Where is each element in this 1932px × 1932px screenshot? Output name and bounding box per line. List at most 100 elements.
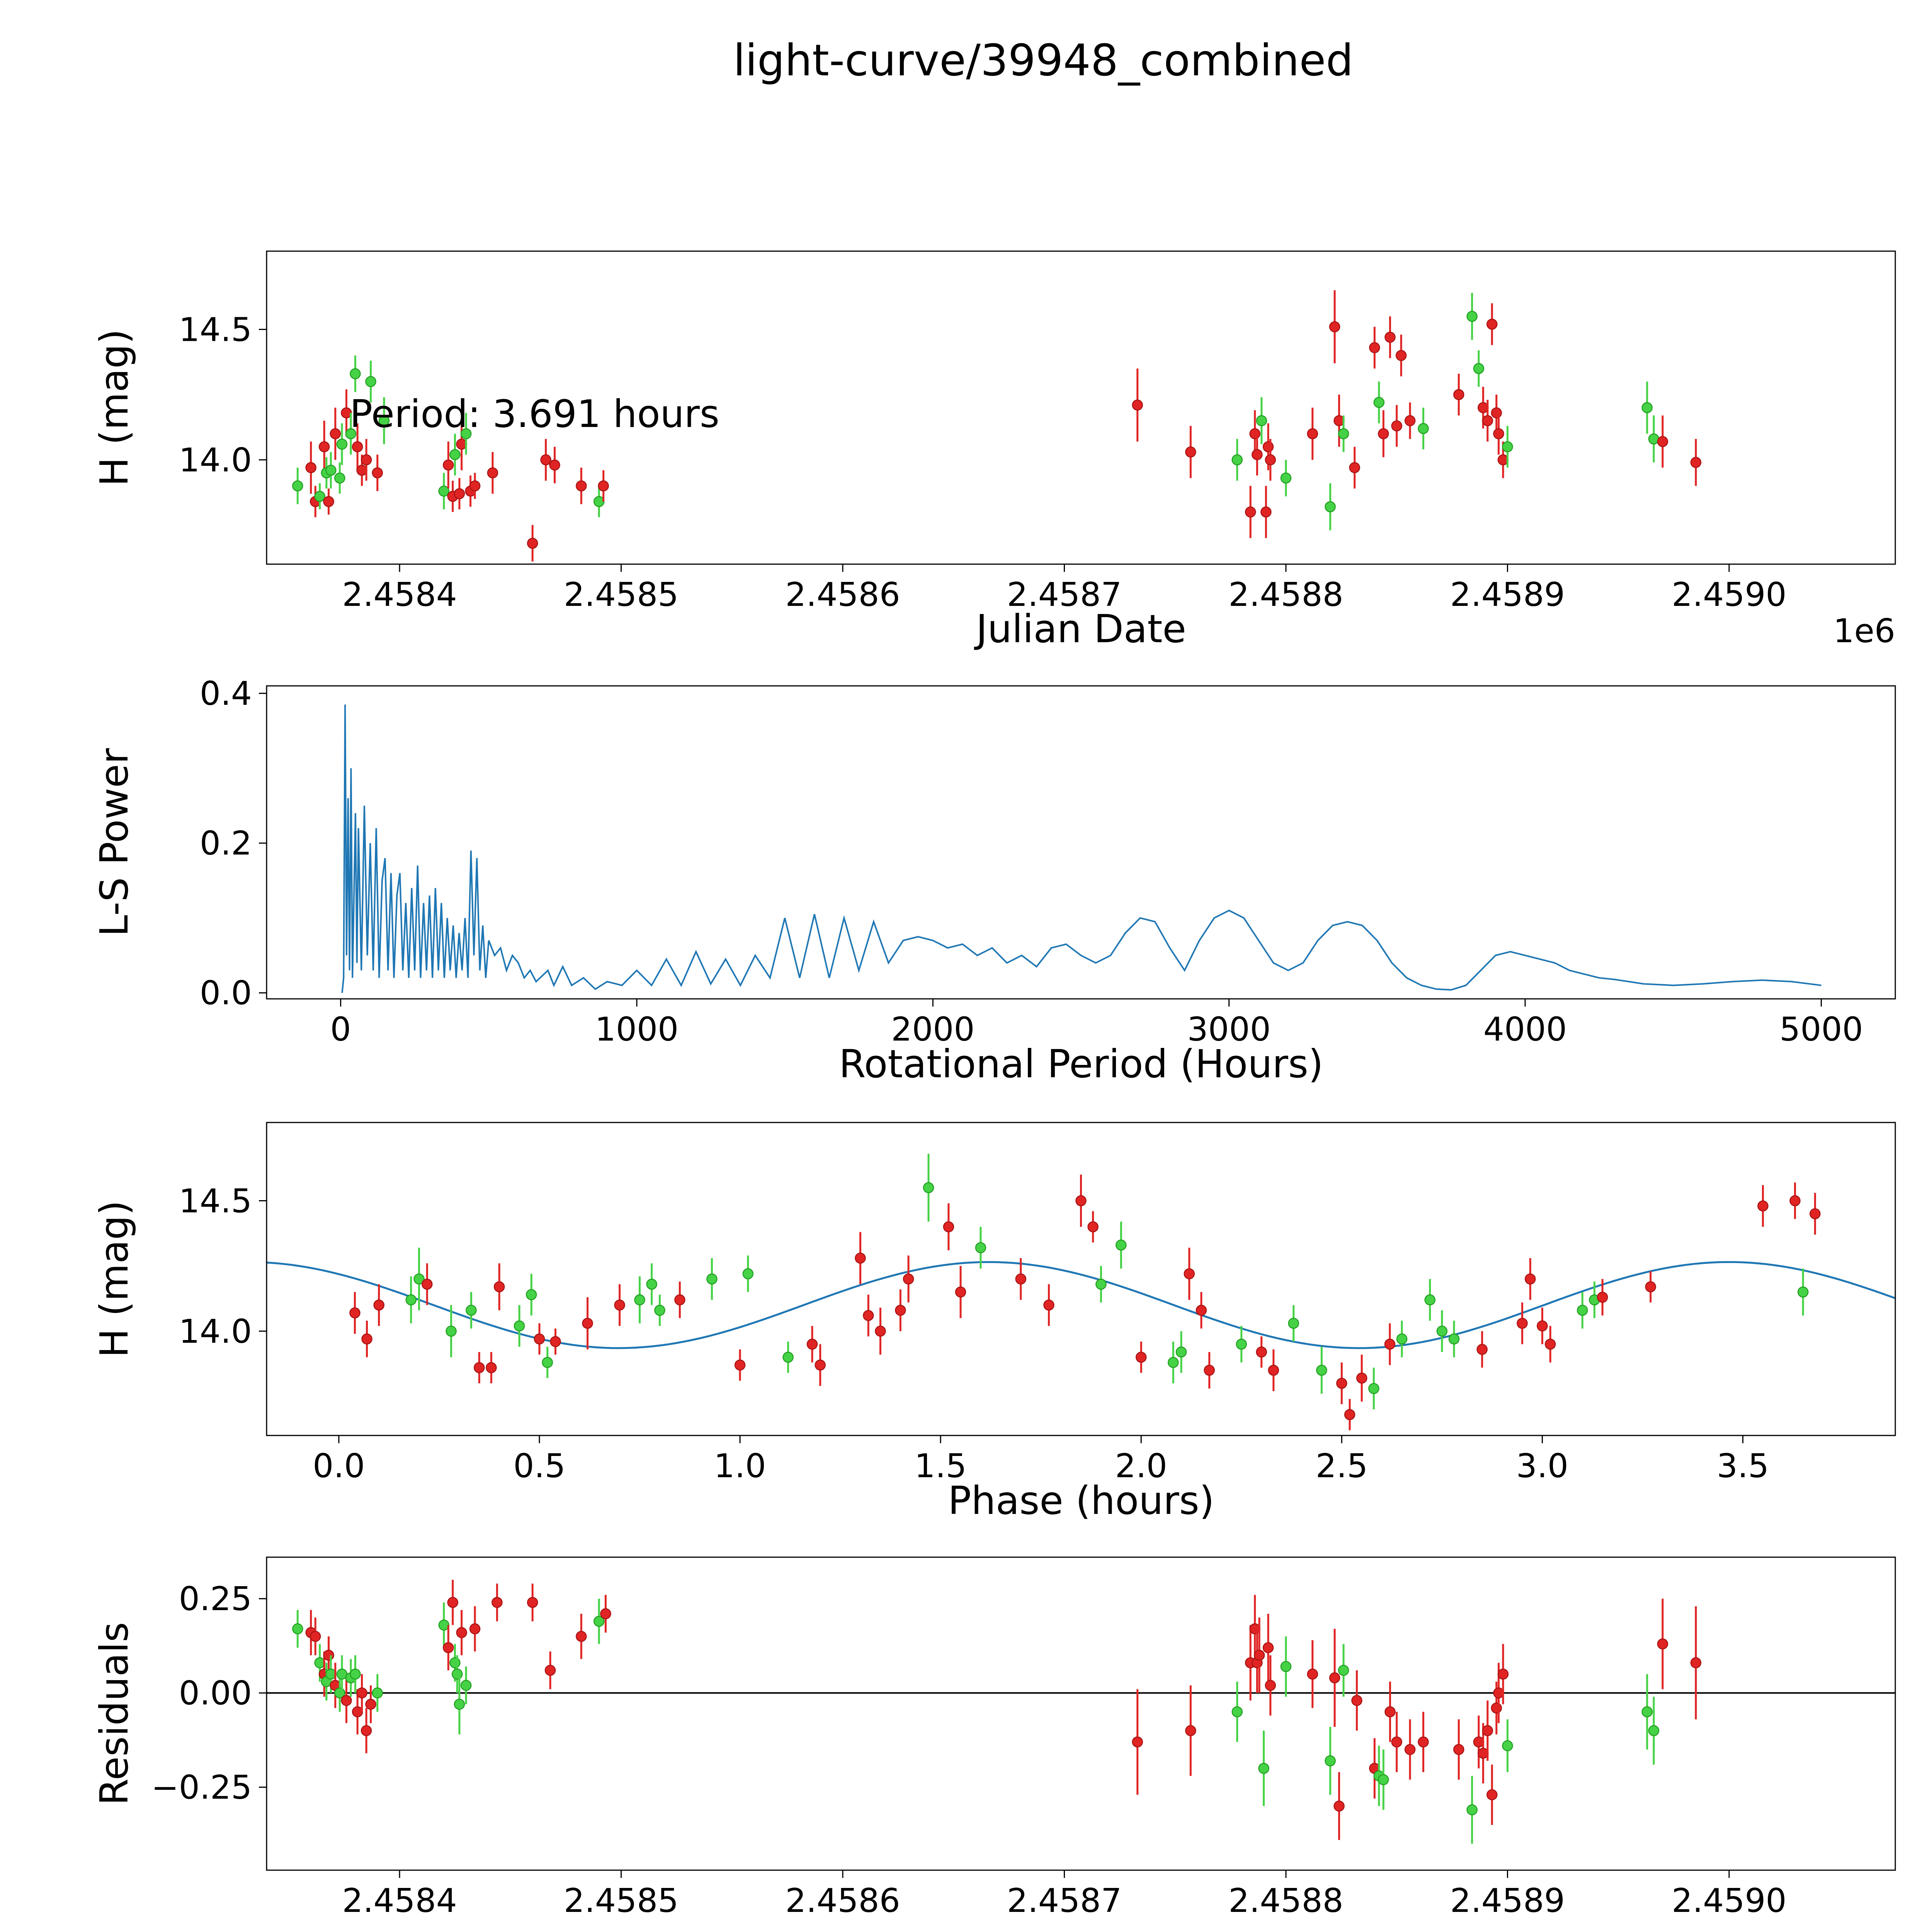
axes-frame [266,1556,1896,1871]
data-point-g [1325,501,1336,512]
data-point-r [1491,1702,1502,1714]
data-point-r [1404,1744,1416,1755]
data-point-r [469,1623,481,1634]
data-point-r [469,480,481,492]
data-point-g [526,1289,537,1300]
data-point-r [323,496,334,507]
data-point-r [1486,1789,1498,1801]
data-point-g [372,1687,383,1699]
data-point-g [1236,1338,1247,1350]
x-tick-label: 2.4590 [1672,1882,1786,1920]
panel2-ylabel: L-S Power [92,748,137,937]
data-point-g [1368,1383,1379,1394]
x-tick-label: 3.5 [1717,1447,1769,1485]
data-point-r [1395,350,1407,361]
data-point-r [527,537,538,549]
y-tick-label: 0.2 [200,825,252,863]
data-point-r [1349,462,1360,473]
data-point-g [542,1357,553,1368]
data-point-r [492,1597,503,1608]
data-point-r [1453,1744,1464,1755]
x-tick-label: 1000 [595,1010,679,1049]
data-point-g [1502,1740,1513,1752]
data-point-g [1231,1706,1243,1718]
panel3-ylabel: H (mag) [92,1200,137,1357]
x-tick-label: 3000 [1187,1010,1271,1049]
data-point-r [422,1279,433,1290]
data-point-r [372,467,383,478]
panel4-ylabel: Residuals [92,1622,137,1805]
data-point-g [449,1657,461,1668]
data-point-g [1448,1333,1460,1345]
data-point-r [1087,1221,1099,1233]
data-point-r [1307,428,1318,439]
data-point-r [1185,446,1196,457]
data-point-g [350,368,361,379]
data-point-r [1384,1338,1396,1350]
data-point-g [1338,428,1349,439]
data-point-g [1280,473,1292,484]
data-point-g [742,1268,754,1279]
data-point-g [1396,1333,1408,1345]
data-point-r [955,1286,966,1298]
data-point-r [1378,428,1389,439]
panel2-xlabel: Rotational Period (Hours) [839,1041,1323,1087]
data-point-g [1316,1365,1327,1376]
y-tick-label: 14.5 [179,311,252,349]
period-annotation: Period: 3.691 hours [350,392,719,436]
data-point-r [1493,428,1504,439]
x-tick-label: 4000 [1483,1010,1567,1049]
x-tick-label: 2.5 [1316,1447,1368,1485]
data-point-r [1369,342,1380,353]
data-point-g [1280,1661,1292,1672]
data-point-g [365,376,376,387]
data-point-r [1482,415,1493,426]
data-point-g [451,1668,463,1680]
data-point-r [361,1333,372,1345]
data-point-g [350,1668,361,1680]
data-point-r [356,1687,367,1699]
data-point-g [446,1325,457,1337]
data-point-r [1645,1281,1656,1293]
x-tick-label: 2.4590 [1672,576,1786,614]
data-point-r [1075,1195,1087,1206]
data-point-r [943,1221,954,1233]
data-point-g [1424,1294,1435,1306]
data-point-r [1391,420,1402,432]
data-point-g [1641,402,1653,413]
data-point-r [550,1336,561,1347]
data-point-r [1184,1268,1195,1279]
data-point-r [1491,407,1502,418]
data-point-r [456,1627,467,1638]
x-tick-label: 2.0 [1115,1447,1167,1485]
panel3-xlabel: Phase (hours) [948,1478,1214,1523]
data-point-g [1116,1240,1127,1251]
data-point-r [1132,400,1143,411]
data-point-r [330,428,341,439]
data-point-r [365,1699,376,1710]
data-point-r [1262,441,1274,452]
x-tick-label: 1.5 [915,1447,967,1485]
data-point-r [1757,1200,1769,1212]
data-point-r [1391,1736,1402,1748]
data-point-g [1648,1725,1660,1736]
data-point-g [514,1320,525,1332]
data-point-r [1486,318,1498,330]
panel-residuals: 2.4584 2.4585 2.4586 2.4587 2.4588 2.4589 2.45… [92,1556,1896,1932]
x-tick-label: 2.4585 [564,576,679,614]
data-point-g [292,480,303,492]
axes-frame [266,685,1896,1000]
panel-periodogram: 0 1000 2000 3000 4000 5000 0.0 0.2 0.4 L-S Power… [92,675,1896,1087]
data-point-g [782,1352,794,1363]
data-point-g [1466,311,1478,322]
data-point-r [1015,1273,1027,1285]
data-point-r [806,1338,818,1350]
panel-jd-lightcurve: 2.4584 2.4585 2.4586 2.4587 2.4588 2.4589 2.45… [92,250,1896,651]
x-tick-label: 0 [330,1010,351,1049]
x-tick-label: 0.5 [513,1447,565,1485]
data-point-r [1329,1672,1340,1684]
panel4-xlabel: Julian Date [974,1926,1186,1932]
data-point-r [540,454,551,466]
